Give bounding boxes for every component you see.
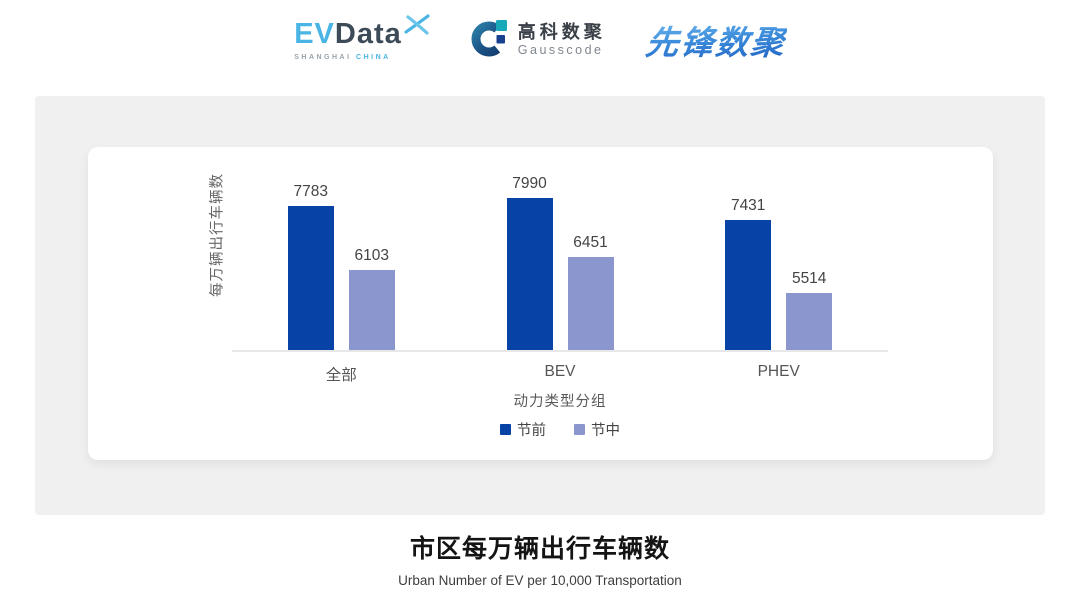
bar-value-label: 7783 [293, 183, 329, 201]
gausscode-g-icon [470, 18, 510, 63]
chart-card: 每万辆出行车辆数 7783 6103 7990 6451 7431 5514 动力类型分组… [88, 147, 993, 460]
page-subtitle: Urban Number of EV per 10,000 Transporta… [398, 573, 682, 588]
bar-节前-BEV: 7990 [506, 175, 553, 350]
category-label-BEV: BEV [544, 363, 576, 380]
x-axis-label: 动力类型分组 [513, 394, 607, 410]
chart-panel: 每万辆出行车辆数 7783 6103 7990 6451 7431 5514 动力类型分组… [35, 96, 1045, 515]
bar-节中-BEV: 6451 [567, 234, 614, 350]
category-label-PHEV: PHEV [757, 363, 800, 380]
evdata-logo: EV Data SHANGHAI CHINA [294, 13, 430, 61]
category-label-全部: 全部 [325, 367, 357, 384]
chart-legend: 节前 节中 [232, 419, 888, 440]
bar-节中-PHEV: 5514 [786, 270, 833, 350]
legend-label: 节前 [517, 423, 546, 439]
header-logos: EV Data SHANGHAI CHINA [0, 13, 1080, 64]
bar-节前-PHEV: 7431 [725, 197, 772, 350]
gausscode-logo-en: Gausscode [517, 43, 604, 58]
page-title: 市区每万辆出行车辆数 [409, 535, 670, 563]
evdata-sub-china: CHINA [356, 53, 391, 61]
legend-label: 节中 [591, 423, 620, 439]
evdata-sub-shanghai: SHANGHAI [294, 53, 352, 61]
evdata-logo-ev: EV [294, 17, 335, 50]
pioneer-logo: 先锋数聚 [643, 16, 788, 64]
legend-swatch [500, 424, 511, 435]
bar-节前-全部: 7783 [287, 183, 334, 350]
bar-节中-全部: 6103 [348, 247, 395, 350]
evdata-logo-data: Data [334, 17, 402, 50]
bar-value-label: 6103 [354, 247, 390, 265]
gausscode-logo: 高科数聚 Gausscode [470, 18, 606, 63]
bar-value-label: 7990 [512, 175, 547, 193]
legend-swatch [574, 424, 585, 435]
evdata-x-icon [404, 13, 430, 40]
y-axis-label: 每万辆出行车辆数 [209, 173, 226, 297]
gausscode-logo-cn: 高科数聚 [517, 22, 606, 43]
legend-item-节前: 节前 [500, 419, 546, 440]
bar-value-label: 7431 [730, 196, 766, 214]
footer: 市区每万辆出行车辆数 Urban Number of EV per 10,000… [0, 529, 1080, 588]
evdata-logo-subtext: SHANGHAI CHINA [294, 54, 430, 61]
bar-value-label: 6451 [573, 233, 608, 251]
plot-area: 7783 6103 7990 6451 7431 5514 [232, 162, 888, 352]
bar-value-label: 5514 [791, 269, 827, 287]
legend-item-节中: 节中 [574, 419, 620, 440]
